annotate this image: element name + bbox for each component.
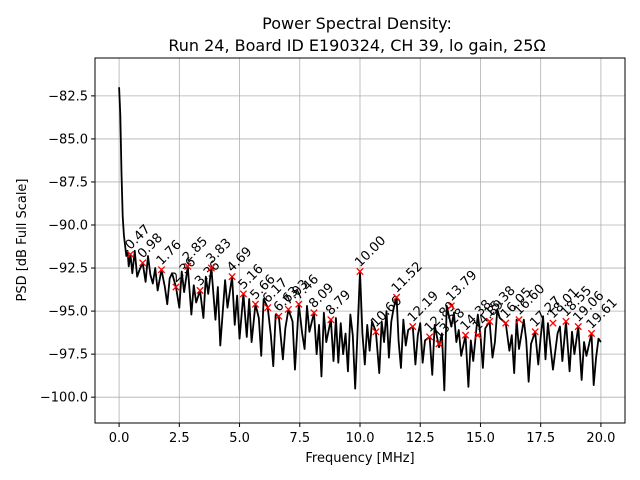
y-tick-label: −82.5: [48, 89, 88, 104]
peak-marker: [157, 266, 166, 274]
peak-marker: [485, 317, 494, 326]
x-tick-label: 2.5: [169, 431, 190, 446]
y-tick-label: −95.0: [48, 305, 88, 320]
peak-marker: [310, 309, 318, 317]
x-axis-label: Frequency [MHz]: [305, 451, 414, 466]
peak-marker: [409, 322, 417, 331]
plot-series: [118, 87, 602, 392]
peak-marker: [515, 316, 523, 324]
x-axis-ticks: 0.0 2.5 5.0 7.5 10.0 12.5 15.0 17.5 20.0: [109, 423, 615, 446]
x-tick-label: 20.0: [586, 431, 615, 446]
peak-marker: [196, 286, 204, 295]
y-axis-label: PSD [dB Full Scale]: [15, 178, 30, 301]
peak-marker: [474, 331, 482, 339]
peak-marker: [587, 329, 596, 338]
peak-marker: [549, 319, 557, 327]
peak-marker: [275, 312, 283, 320]
x-tick-label: 7.5: [289, 431, 310, 446]
peak-marker: [574, 322, 582, 331]
x-tick-label: 17.5: [526, 431, 555, 446]
peak-marker: [172, 283, 180, 291]
peak-marker: [327, 316, 335, 324]
psd-series-line: [118, 87, 602, 392]
y-axis-ticks: −82.5 −85.0 −87.5 −90.0 −92.5 −95.0 −97.5 −100.…: [40, 89, 95, 406]
y-tick-label: −90.0: [48, 219, 88, 234]
peak-marker: [184, 262, 192, 270]
peak-marker: [139, 259, 147, 267]
grid: [95, 58, 625, 423]
peak-marker: [239, 290, 248, 298]
chart-title-line1: Power Spectral Density:: [262, 14, 452, 33]
peak-marker: [502, 319, 510, 327]
x-tick-label: 10.0: [346, 431, 375, 446]
peak-marker: [264, 303, 272, 312]
peak-marker: [447, 302, 455, 310]
peak-marker: [425, 333, 434, 341]
peak-marker: [284, 305, 293, 314]
peak-marker: [295, 300, 303, 308]
peak-marker: [562, 317, 570, 326]
peak-marker: [435, 340, 443, 348]
peak-marker: [392, 293, 401, 301]
x-tick-label: 0.0: [109, 431, 130, 446]
x-tick-label: 12.5: [406, 431, 435, 446]
peak-marker: [372, 328, 380, 336]
peak-marker: [251, 300, 260, 308]
peak-marker: [531, 328, 539, 336]
y-tick-label: −87.5: [48, 175, 88, 190]
peak-marker: [228, 272, 236, 281]
peak-marker: [356, 267, 364, 276]
y-tick-label: −97.5: [48, 348, 88, 363]
peak-marker: [207, 264, 216, 272]
y-tick-label: −100.0: [40, 391, 88, 406]
peak-marker: [126, 250, 135, 258]
y-tick-label: −92.5: [48, 262, 88, 277]
peak-marker: [461, 331, 470, 339]
chart-title-line2: Run 24, Board ID E190324, CH 39, lo gain…: [168, 36, 545, 55]
x-tick-label: 15.0: [466, 431, 495, 446]
x-tick-label: 5.0: [229, 431, 250, 446]
y-tick-label: −85.0: [48, 132, 88, 147]
